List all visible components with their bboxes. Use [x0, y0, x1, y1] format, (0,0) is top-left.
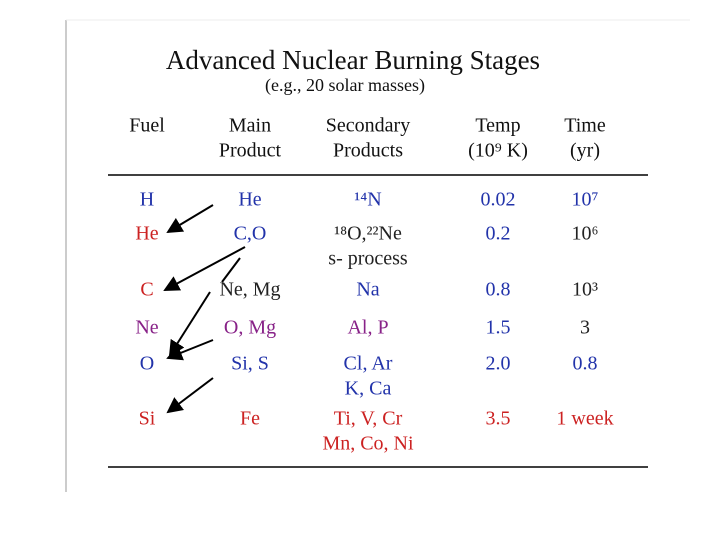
arrows: [163, 204, 246, 414]
arrow: [166, 339, 214, 361]
table-cell: O: [140, 353, 154, 375]
table-cell: 1.5: [486, 317, 511, 339]
table-cell: 10⁷: [572, 189, 599, 211]
table-cell: Si: [139, 408, 156, 430]
column-header: Time: [564, 115, 606, 137]
column-header: Products: [333, 140, 403, 162]
column-header: Secondary: [326, 115, 410, 137]
table-cell: ¹⁸O,²²Ne: [334, 223, 402, 245]
arrow: [221, 257, 241, 283]
column-header: Temp: [475, 115, 520, 137]
column-header: (yr): [570, 140, 600, 162]
table-cell: O, Mg: [224, 317, 276, 339]
arrow: [163, 246, 246, 291]
table-cell: 10⁶: [572, 223, 599, 245]
table-cell: 0.8: [573, 353, 598, 375]
column-header: Fuel: [129, 115, 165, 137]
table-cell: 0.2: [486, 223, 511, 245]
arrow: [168, 291, 211, 357]
table-cell: Cl, Ar: [344, 353, 393, 375]
table-cell: K, Ca: [345, 378, 392, 400]
table-cell: H: [140, 189, 154, 211]
table-cell: Si, S: [231, 353, 269, 375]
table-cell: 3: [580, 317, 590, 339]
subtitle: (e.g., 20 solar masses): [265, 75, 425, 96]
table-cell: C,O: [234, 223, 267, 245]
arrow: [166, 377, 214, 414]
table-cell: Mn, Co, Ni: [322, 433, 414, 455]
table-cell: Al, P: [347, 317, 388, 339]
arrow: [166, 204, 214, 234]
table-cell: Ne: [135, 317, 158, 339]
title: Advanced Nuclear Burning Stages: [166, 45, 540, 75]
column-header: Product: [219, 140, 282, 162]
column-header: Main: [229, 115, 271, 137]
table-cell: 1 week: [556, 408, 613, 430]
table-cell: Fe: [240, 408, 260, 430]
table-cell: Ne, Mg: [219, 279, 280, 301]
table-cell: 0.8: [486, 279, 511, 301]
table-cell: s- process: [328, 248, 408, 270]
table-cell: He: [135, 223, 158, 245]
table-cell: 10³: [572, 279, 598, 301]
table-cell: 3.5: [486, 408, 511, 430]
table-cell: C: [140, 279, 153, 301]
table-cell: Na: [356, 279, 379, 301]
table-cell: ¹⁴N: [354, 189, 381, 211]
table-cell: 2.0: [486, 353, 511, 375]
table-cell: Ti, V, Cr: [334, 408, 403, 430]
table-cell: 0.02: [481, 189, 516, 211]
column-header: (10⁹ K): [468, 140, 528, 162]
table-cell: He: [238, 189, 261, 211]
